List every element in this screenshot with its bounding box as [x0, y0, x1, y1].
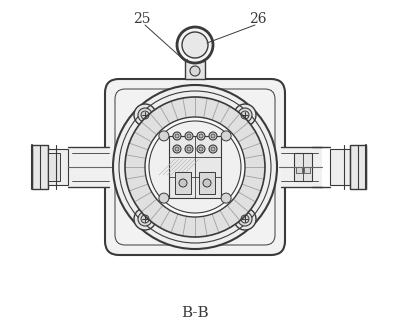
Circle shape: [209, 145, 217, 153]
Bar: [68, 147, 109, 187]
Circle shape: [187, 147, 191, 151]
Circle shape: [238, 108, 252, 122]
Circle shape: [221, 193, 231, 203]
Bar: [199, 172, 215, 194]
Circle shape: [175, 134, 179, 138]
Bar: [304, 167, 310, 173]
Circle shape: [241, 111, 249, 119]
Circle shape: [134, 104, 156, 126]
Bar: [169, 136, 221, 198]
Bar: [296, 167, 302, 173]
Bar: [48, 153, 60, 181]
Wedge shape: [125, 97, 265, 237]
Text: 25: 25: [133, 12, 151, 26]
Circle shape: [138, 108, 152, 122]
Circle shape: [199, 134, 203, 138]
Circle shape: [211, 147, 215, 151]
Text: B-B: B-B: [181, 306, 209, 320]
Circle shape: [145, 117, 245, 217]
Circle shape: [197, 145, 205, 153]
Bar: [294, 153, 312, 181]
Text: 26: 26: [249, 12, 267, 26]
Circle shape: [182, 32, 208, 58]
Circle shape: [173, 132, 181, 140]
Bar: [32, 145, 48, 189]
Circle shape: [173, 145, 181, 153]
Bar: [330, 149, 350, 185]
Bar: [350, 145, 366, 189]
FancyBboxPatch shape: [105, 79, 285, 255]
Circle shape: [209, 132, 217, 140]
Circle shape: [175, 147, 179, 151]
Circle shape: [241, 215, 249, 223]
Circle shape: [234, 104, 256, 126]
Circle shape: [203, 179, 211, 187]
Circle shape: [149, 121, 241, 213]
Bar: [281, 147, 322, 187]
Circle shape: [221, 131, 231, 141]
Circle shape: [185, 132, 193, 140]
Circle shape: [159, 131, 169, 141]
Bar: [175, 172, 191, 194]
Circle shape: [113, 85, 277, 249]
Circle shape: [159, 193, 169, 203]
Circle shape: [238, 212, 252, 226]
Circle shape: [234, 208, 256, 230]
Bar: [48, 149, 68, 185]
Circle shape: [211, 134, 215, 138]
Circle shape: [197, 132, 205, 140]
Circle shape: [187, 134, 191, 138]
Circle shape: [141, 215, 149, 223]
Circle shape: [141, 111, 149, 119]
Circle shape: [179, 179, 187, 187]
Circle shape: [177, 27, 213, 63]
Circle shape: [134, 208, 156, 230]
Circle shape: [138, 212, 152, 226]
Circle shape: [199, 147, 203, 151]
Circle shape: [185, 145, 193, 153]
Bar: [185, 61, 205, 79]
Circle shape: [190, 66, 200, 76]
